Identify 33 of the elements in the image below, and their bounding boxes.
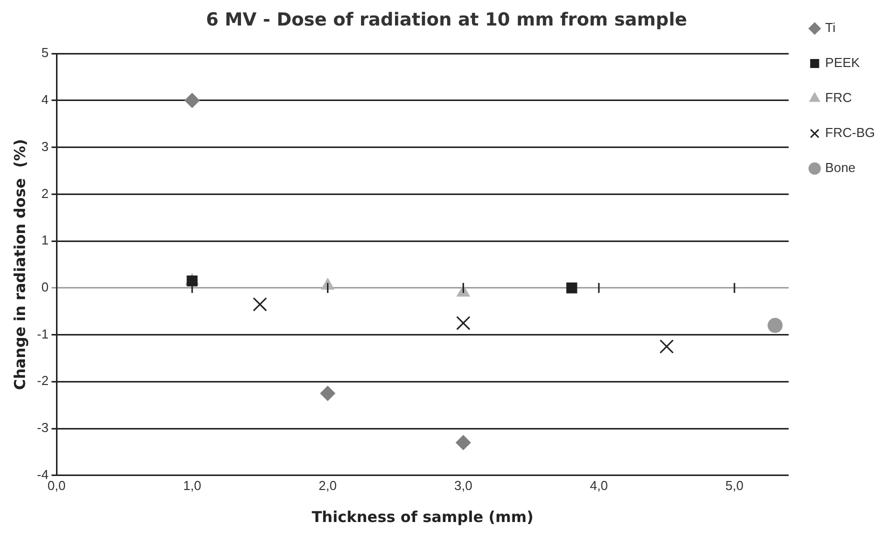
- x-tick-label: 1,0: [183, 478, 202, 493]
- point: [768, 318, 783, 333]
- y-tick-label: 1: [41, 232, 49, 248]
- x-tick-label: 2,0: [318, 478, 337, 493]
- legend-label: Ti: [825, 20, 836, 36]
- point: [320, 386, 336, 401]
- point: [566, 282, 578, 294]
- point: [186, 275, 198, 286]
- x-axis-title: Thickness of sample (mm): [312, 508, 534, 526]
- legend-label: Bone: [825, 160, 856, 176]
- y-axis-title: Change in radiation dose (%): [10, 138, 29, 390]
- y-tick-label: -3: [36, 420, 49, 436]
- x-tick-label: 3,0: [454, 478, 472, 493]
- x-tick-label: 5,0: [725, 478, 744, 493]
- legend-label: FRC: [825, 90, 852, 106]
- y-tick-label: 0: [41, 280, 49, 295]
- y-tick-label: 2: [41, 186, 49, 201]
- y-tick-label: -1: [36, 326, 49, 342]
- point: [660, 339, 674, 354]
- x-tick-label: 4,0: [590, 478, 608, 493]
- legend-label: FRC-BG: [825, 125, 876, 140]
- y-tick-label: 5: [41, 45, 49, 60]
- point: [184, 92, 200, 108]
- y-tick-label: 4: [41, 92, 49, 108]
- y-tick-label: -2: [36, 373, 49, 388]
- point: [456, 316, 470, 330]
- point: [252, 297, 268, 312]
- legend-label: PEEK: [825, 55, 860, 70]
- y-tick-label: 3: [41, 138, 49, 154]
- y-tick-label: -4: [36, 466, 49, 482]
- chart-title: 6 MV - Dose of radiation at 10 mm from sample: [206, 9, 688, 30]
- x-tick-label: 0,0: [48, 478, 66, 493]
- point: [456, 435, 471, 450]
